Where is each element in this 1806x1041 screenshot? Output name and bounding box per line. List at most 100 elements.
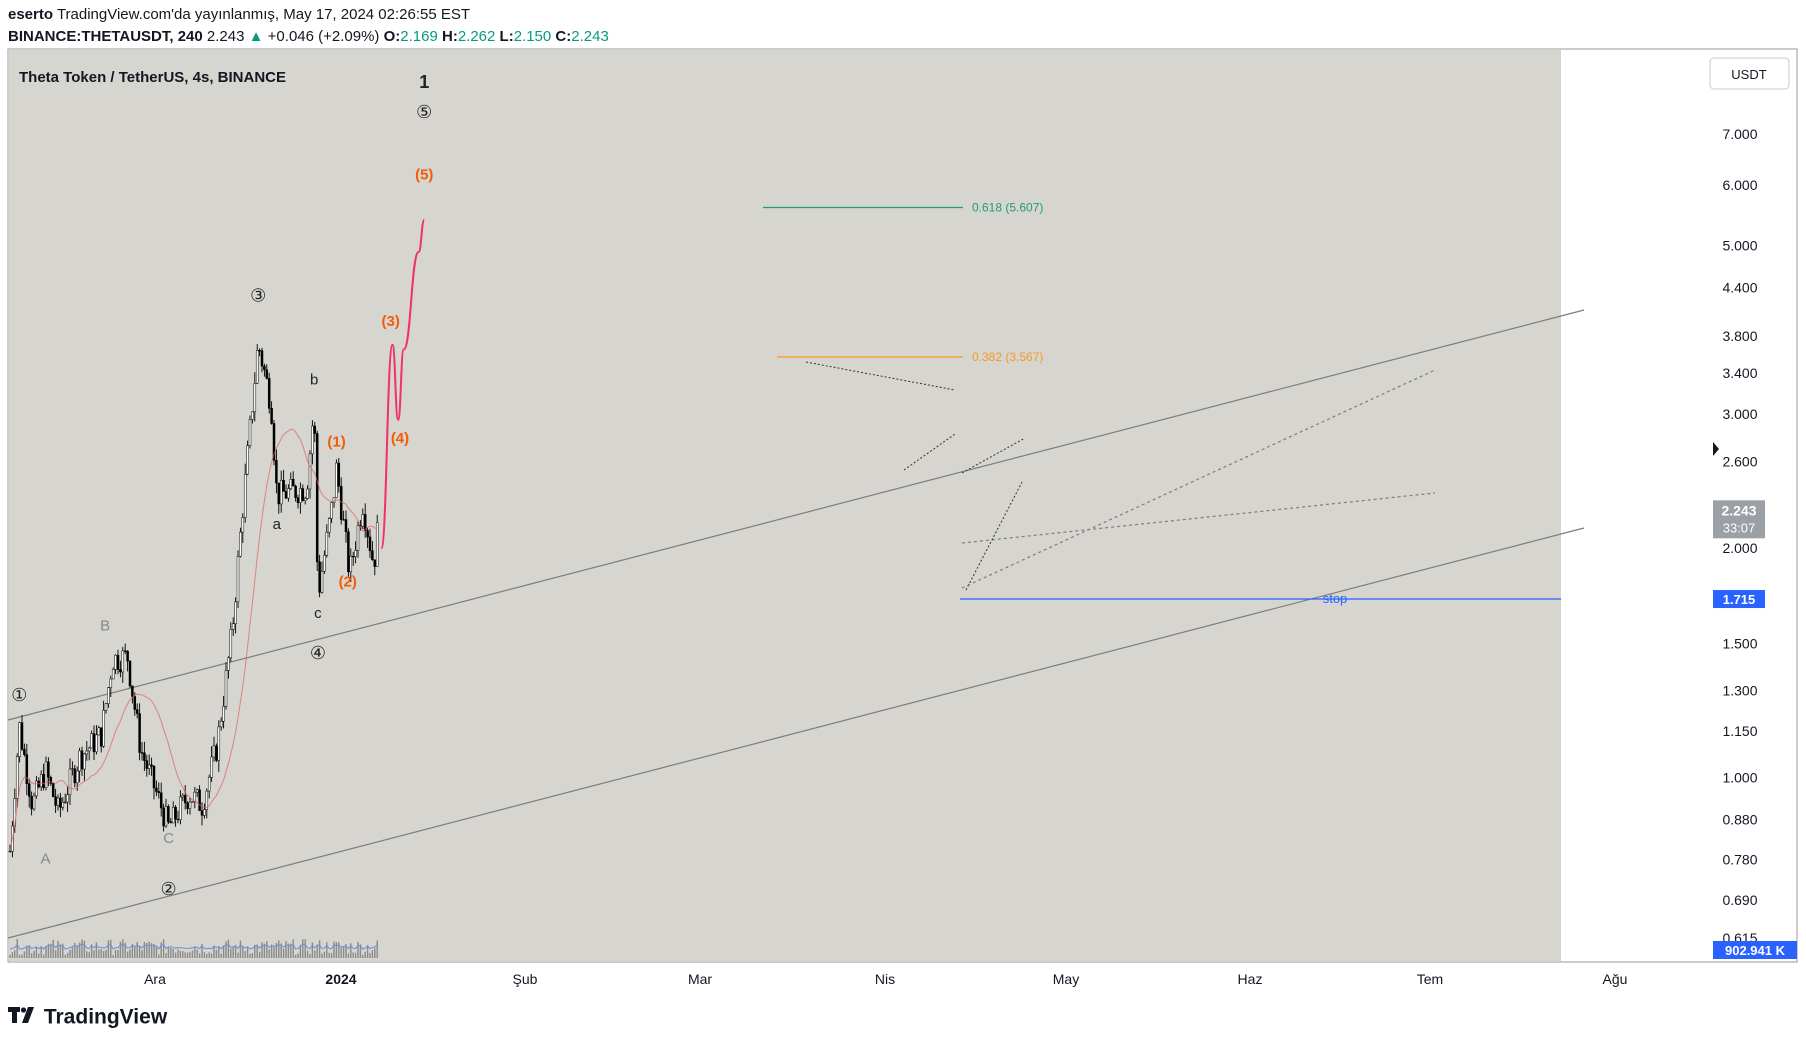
candle-body <box>90 733 93 749</box>
moving-average-line <box>9 428 378 852</box>
candle-body <box>75 770 79 784</box>
x-tick-label: Ağu <box>1603 971 1628 987</box>
candle-body <box>138 713 141 753</box>
candle-body <box>109 678 113 688</box>
wave-label: c <box>314 605 322 622</box>
candle-body <box>85 750 89 755</box>
symbol-label: BINANCE:THETAUSDT, 240 <box>8 28 203 45</box>
y-tick-label: 3.800 <box>1722 328 1757 344</box>
y-tick-label: 6.000 <box>1722 177 1757 193</box>
candle-body <box>227 657 230 671</box>
volume-ma-line <box>9 943 378 950</box>
low-label: L: <box>499 28 514 45</box>
wave-label: (5) <box>415 167 433 184</box>
candle-body <box>83 753 86 770</box>
candle-body <box>49 776 53 784</box>
currency-button[interactable] <box>1709 57 1790 90</box>
candle-body <box>275 460 278 484</box>
candle-body <box>251 411 254 420</box>
candle-body <box>371 550 374 561</box>
candle-body <box>219 720 223 728</box>
wave-label: A <box>40 851 50 868</box>
candle-body <box>205 790 209 810</box>
wave-label: b <box>310 372 318 389</box>
candle-body <box>159 792 163 809</box>
candle-body <box>354 550 357 557</box>
candle-body <box>217 726 221 761</box>
pattern-dotted-line <box>805 361 956 391</box>
candle-body <box>32 795 36 810</box>
candle-body <box>222 706 225 722</box>
candle-body <box>311 425 314 455</box>
last-price-box <box>1713 500 1765 539</box>
x-tick-label: Şub <box>513 971 538 987</box>
candle-body <box>323 554 326 572</box>
candle-body <box>169 821 173 824</box>
candle-body <box>59 797 62 808</box>
candle-body <box>128 660 132 687</box>
candle-body <box>299 488 302 503</box>
tradingview-logo[interactable]: TradingView <box>8 1005 167 1029</box>
candle-body <box>207 777 211 792</box>
dotted-channel-line <box>961 492 1436 544</box>
y-tick-label: 2.600 <box>1722 453 1757 469</box>
stop-price-label: 1.715 <box>1723 592 1756 607</box>
candle-body <box>61 801 65 808</box>
x-tick-label: Nis <box>875 971 895 987</box>
high-label: H: <box>441 28 458 45</box>
wave-label: ③ <box>250 285 266 305</box>
last-price: 2.243 <box>206 28 245 45</box>
candle-body <box>366 530 369 538</box>
wave-label: 1 <box>419 72 429 92</box>
x-tick-label: Tem <box>1417 971 1443 987</box>
fib-level-label: 0.618 (5.607) <box>972 200 1043 214</box>
last-price-label: 2.243 <box>1721 502 1756 518</box>
candle-body <box>54 796 57 806</box>
candle-body <box>63 801 67 804</box>
y-tick-label: 1.300 <box>1722 683 1757 699</box>
candle-body <box>47 761 50 778</box>
high-value: 2.262 <box>457 28 496 45</box>
author-name: eserto <box>8 6 54 23</box>
candle-body <box>320 571 324 593</box>
x-tick-label: Haz <box>1238 971 1263 987</box>
ohlc-legend: BINANCE:THETAUSDT, 240 2.243 ▲ +0.046 (+… <box>8 28 609 45</box>
candle-body <box>30 796 33 810</box>
candle-body <box>68 768 72 795</box>
dotted-channel-line <box>961 369 1436 589</box>
candle-body <box>99 727 103 747</box>
wave-label: (4) <box>391 430 409 447</box>
candle-body <box>263 365 266 371</box>
candle-body <box>147 764 151 769</box>
candle-body <box>234 601 237 625</box>
candle-body <box>313 425 317 434</box>
candle-body <box>164 806 168 827</box>
candle-body <box>375 522 379 567</box>
publish-info: eserto TradingView.com'da yayınlanmış, M… <box>8 6 470 23</box>
channel-line <box>7 527 1585 939</box>
candle-body <box>248 419 252 446</box>
candle-body <box>239 531 242 557</box>
candle-body <box>23 748 26 755</box>
candle-body <box>267 378 271 409</box>
candle-body <box>289 479 293 489</box>
x-tick-label: May <box>1053 971 1079 987</box>
publish-date: TradingView.com'da yayınlanmış, May 17, … <box>56 6 471 23</box>
candle-body <box>330 502 333 519</box>
candle-body <box>114 654 117 670</box>
currency-button-label: USDT <box>1731 67 1766 82</box>
candle-body <box>325 531 329 556</box>
price-change: +0.046 (+2.09%) <box>267 28 380 45</box>
wave-label: (2) <box>339 574 357 591</box>
candle-body <box>224 670 228 707</box>
candle-body <box>97 727 101 736</box>
candle-body <box>368 536 372 551</box>
candle-body <box>174 806 177 820</box>
candle-body <box>344 519 348 533</box>
candle-body <box>140 752 144 754</box>
candle-body <box>18 722 21 757</box>
candle-body <box>373 559 377 567</box>
x-tick-label: 2024 <box>325 971 356 987</box>
candle-body <box>361 514 365 527</box>
